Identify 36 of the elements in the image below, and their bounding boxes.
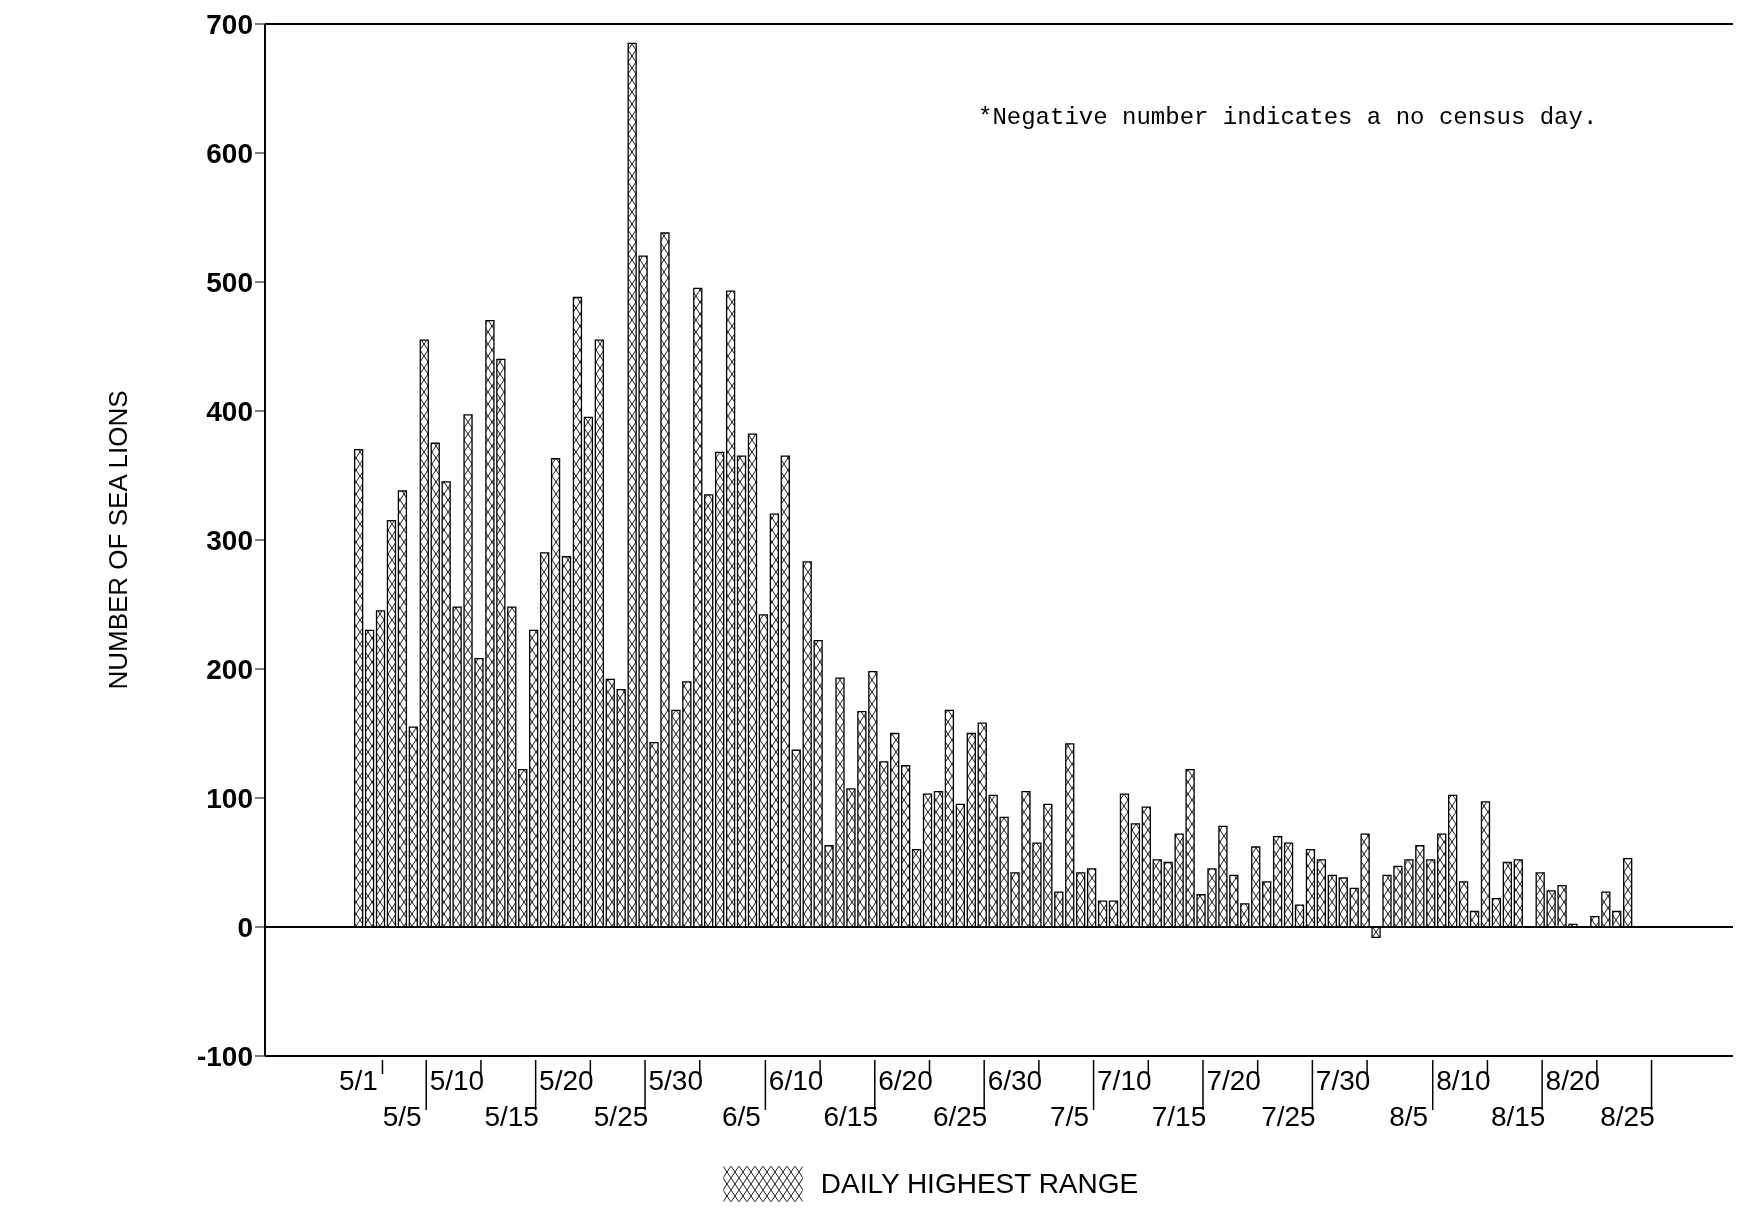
y-axis-title: NUMBER OF SEA LIONS [103,390,134,690]
x-tick-label: 8/5 [1389,1101,1429,1132]
x-tick-label: 7/10 [1097,1065,1152,1096]
x-tick-label: 7/20 [1206,1065,1261,1096]
y-tick-label: 300 [206,524,253,556]
x-tick-label: 5/10 [429,1065,485,1096]
y-tick-label: 500 [206,266,253,298]
x-tick-label: 8/10 [1436,1065,1491,1096]
x-tick-label: 6/5 [721,1101,761,1132]
x-tick-label: 6/30 [987,1065,1043,1096]
x-tick-label: 7/30 [1315,1065,1371,1096]
y-tick-label: 700 [206,8,253,40]
annotation: *Negative number indicates a no census day. [978,104,1598,131]
y-tick-label: 400 [206,395,253,427]
x-tick-label: 6/25 [932,1101,988,1132]
y-tick-label: 200 [206,653,253,685]
x-tick-label: 7/25 [1261,1101,1316,1132]
x-tick-label: 6/20 [878,1065,933,1096]
x-tick-label: 8/20 [1545,1065,1601,1096]
x-tick-label: 5/5 [382,1101,422,1132]
x-tick-label: 7/15 [1151,1101,1207,1132]
y-tick-label: 600 [206,137,253,169]
x-tick-label: 8/25 [1600,1101,1655,1132]
x-tick-label: 5/1 [339,1065,378,1096]
y-tick-label: -100 [196,1040,253,1072]
x-tick-label: 8/15 [1490,1101,1546,1132]
x-tick-label: 7/5 [1050,1101,1090,1132]
y-tick-label: 0 [237,911,253,943]
legend-label: DAILY HIGHEST RANGE [820,1168,1139,1200]
x-tick-label: 6/10 [768,1065,824,1096]
x-tick-label: 5/15 [484,1101,539,1132]
x-tick-label: 5/30 [648,1065,703,1096]
x-tick-label: 6/15 [823,1101,879,1132]
x-tick-label: 5/25 [593,1101,649,1132]
x-tick-label: 5/20 [539,1065,594,1096]
y-tick-label: 100 [206,782,253,814]
